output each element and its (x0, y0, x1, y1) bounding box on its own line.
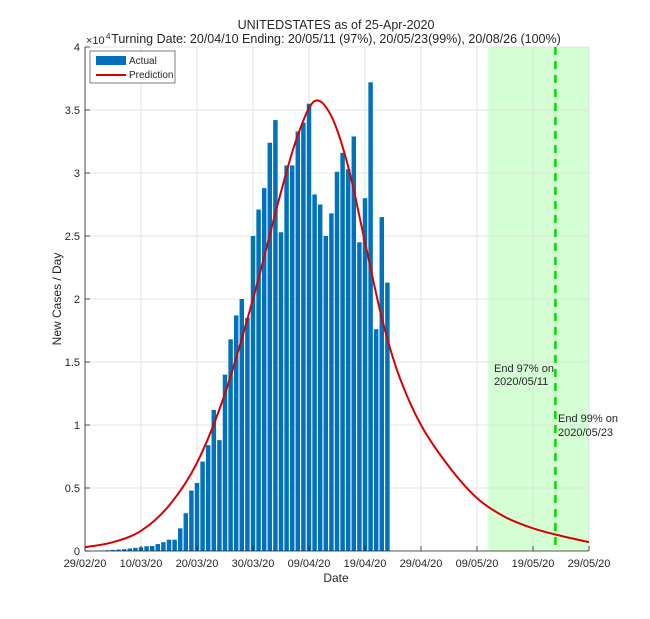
x-tick-label: 09/04/20 (288, 558, 331, 570)
x-axis-label: Date (323, 571, 349, 585)
bar-actual (116, 549, 121, 551)
bar-actual (233, 315, 239, 551)
bar-actual (295, 131, 301, 552)
y-tick-label: 1.5 (65, 357, 80, 369)
y-tick-label: 1 (74, 420, 80, 432)
x-tick-label: 29/04/20 (400, 558, 443, 570)
bar-actual (172, 539, 177, 551)
x-tick-label: 10/03/20 (120, 558, 163, 570)
y-exponent-power: 4 (106, 32, 111, 41)
legend: Actual Prediction (89, 50, 176, 84)
annotation-99-line2: 2020/05/23 (558, 427, 613, 439)
y-tick-label: 4 (74, 42, 80, 54)
bar-actual (267, 142, 273, 551)
bar-actual (245, 317, 250, 551)
bar-actual (110, 549, 116, 551)
bar-actual (312, 194, 317, 552)
bar-actual (194, 482, 200, 551)
y-exponent-base: ×10 (86, 35, 105, 47)
bar-actual (166, 539, 172, 551)
bar-actual (334, 171, 340, 552)
bar-actual (189, 490, 194, 551)
bar-actual (368, 82, 373, 551)
y-tick-label: 0 (74, 546, 80, 558)
bar-actual (317, 204, 323, 551)
bar-actual (127, 548, 133, 551)
bar-actual (261, 188, 267, 551)
bar-actual (351, 136, 357, 551)
y-tick-label: 0.5 (65, 483, 80, 495)
bar-actual (222, 374, 228, 551)
bar-actual (345, 169, 351, 551)
bar-actual (306, 103, 312, 551)
x-tick-label: 20/03/20 (176, 558, 219, 570)
y-axis-label: New Cases / Day (50, 253, 64, 346)
annotation-97-line1: End 97% on (494, 363, 554, 375)
bar-actual (121, 549, 127, 551)
bar-actual (284, 165, 289, 551)
prediction-line (84, 99, 590, 549)
bar-actual (250, 236, 256, 551)
bar-actual (228, 339, 233, 551)
bar-actual (239, 299, 245, 551)
bar-actual (329, 213, 334, 551)
bar-actual (183, 513, 189, 551)
bar-actual (373, 329, 379, 551)
bar-actual (379, 217, 385, 551)
chart-subtitle: Turning Date: 20/04/10 Ending: 20/05/11 … (111, 32, 561, 46)
bar-actual (289, 165, 295, 551)
x-tick-label: 19/05/20 (512, 558, 555, 570)
x-tick-label: 19/04/20 (344, 558, 387, 570)
bar-actual (385, 282, 390, 551)
bar-actual (340, 152, 345, 551)
bar-actual (161, 542, 166, 551)
x-tick-label: 09/05/20 (456, 558, 499, 570)
bar-actual (133, 547, 138, 551)
x-tick-label: 30/03/20 (232, 558, 275, 570)
bar-actual (273, 120, 278, 551)
y-tick-label: 3.5 (65, 105, 80, 117)
bar-actual (362, 198, 368, 551)
legend-label-actual: Actual (129, 56, 157, 67)
bar-actual (278, 232, 284, 551)
bar-actual (217, 440, 222, 551)
annotation-97-line2: 2020/05/11 (494, 376, 548, 388)
x-tick-label: 29/05/20 (568, 558, 611, 570)
x-tick-label: 29/02/20 (64, 558, 107, 570)
bar-actual (200, 461, 205, 551)
bar-actual (301, 122, 306, 551)
legend-swatch-actual (96, 56, 126, 65)
legend-label-prediction: Prediction (129, 70, 173, 81)
y-tick-label: 2 (74, 294, 80, 306)
bar-actual (323, 236, 329, 551)
y-tick-label: 3 (74, 168, 80, 180)
annotation-99-line1: End 99% on (558, 413, 618, 425)
bar-actual (357, 242, 362, 552)
bar-actual (155, 544, 161, 551)
y-tick-label: 2.5 (65, 231, 80, 243)
chart-title: UNITEDSTATES as of 25-Apr-2020 (238, 18, 435, 32)
bar-actual (144, 546, 149, 551)
bar-actual (149, 545, 155, 551)
bar-actual (177, 528, 183, 551)
bar-actual (205, 445, 211, 551)
bar-actual (256, 209, 261, 552)
bar-actual (211, 409, 217, 551)
